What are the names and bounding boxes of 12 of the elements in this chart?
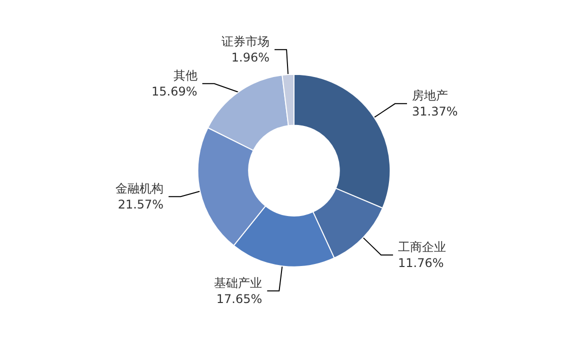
data-label: 31.37% xyxy=(412,104,458,119)
slice-label: 房地产 xyxy=(412,88,448,103)
data-label: 17.65% xyxy=(216,292,262,306)
slice-label: 证券市场 xyxy=(222,34,270,49)
data-label: 11.76% xyxy=(398,256,444,270)
slice-label: 工商企业 xyxy=(398,240,446,254)
data-label: 15.69% xyxy=(152,84,198,99)
slice-label: 其他 xyxy=(173,68,198,83)
data-label: 21.57% xyxy=(118,198,164,212)
slice-label: 金融机构 xyxy=(116,182,164,196)
data-label: 1.96% xyxy=(231,50,270,65)
slice-label: 基础产业 xyxy=(214,276,262,290)
